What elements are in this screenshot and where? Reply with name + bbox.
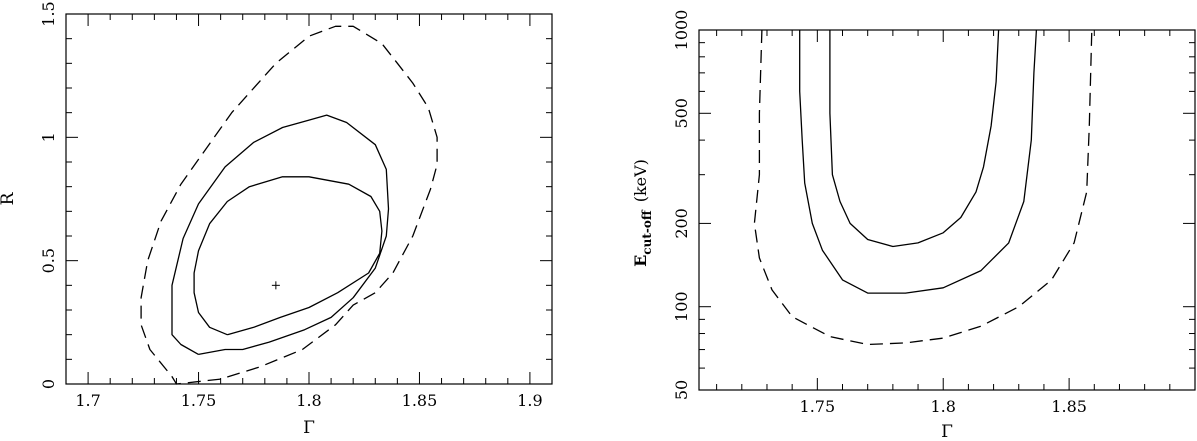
right-plot-frame [698,29,1196,391]
right-y-axis-title-sub: cut-off [640,209,654,255]
right-y-axis-title: Ecut-off (keV) [631,159,654,267]
left-plot-tick-labels: 1.7 1.75 1.8 1.85 1.9 0 0.5 1 1.5 [39,1,543,410]
y-tick-label: 0.5 [39,248,58,273]
x-tick-label: 1.75 [800,397,836,416]
left-plot-ticks [65,13,553,385]
x-tick-label: 1.75 [181,391,217,410]
left-x-axis-title: Γ [303,418,315,438]
x-tick-label: 1.8 [930,397,955,416]
x-tick-label: 1.7 [75,391,100,410]
contour-line-solid [193,176,383,336]
left-plot-frame [65,13,553,385]
x-tick-label: 1.8 [296,391,321,410]
right-y-axis-title-main: E [631,255,650,267]
y-tick-label: 1 [39,132,58,142]
y-tick-label: 0 [39,379,58,389]
y-tick-label: 500 [672,98,691,129]
right-plot-ticks [699,29,1196,391]
right-plot-tick-labels: 1.75 1.8 1.85 50 100 200 500 1000 [672,10,1087,416]
right-plot-contours [753,29,1093,346]
y-tick-label: 200 [672,208,691,239]
left-y-axis-title: R [0,191,18,205]
y-tick-label: 1000 [672,10,691,51]
right-contour-plot: 1.75 1.8 1.85 50 100 200 500 1000 Γ Ecut-off (ke… [631,10,1196,441]
right-y-axis-title-unit: (keV) [631,159,650,202]
contour-line-solid [171,114,390,356]
x-tick-label: 1.9 [517,391,542,410]
best-fit-marker [271,281,280,290]
left-plot-contours [140,25,438,385]
contour-line-solid [829,29,1000,248]
y-tick-label: 100 [672,291,691,322]
left-contour-plot: 1.7 1.75 1.8 1.85 1.9 0 0.5 1 1.5 Γ R [0,1,553,438]
contour-line-dashed [753,29,1093,346]
x-tick-label: 1.85 [402,391,438,410]
y-tick-label: 1.5 [39,1,58,26]
contour-line-solid [799,29,1038,294]
right-x-axis-title: Γ [941,422,953,441]
contour-line-dashed [140,25,438,385]
x-tick-label: 1.85 [1051,397,1087,416]
y-tick-label: 50 [672,380,691,400]
